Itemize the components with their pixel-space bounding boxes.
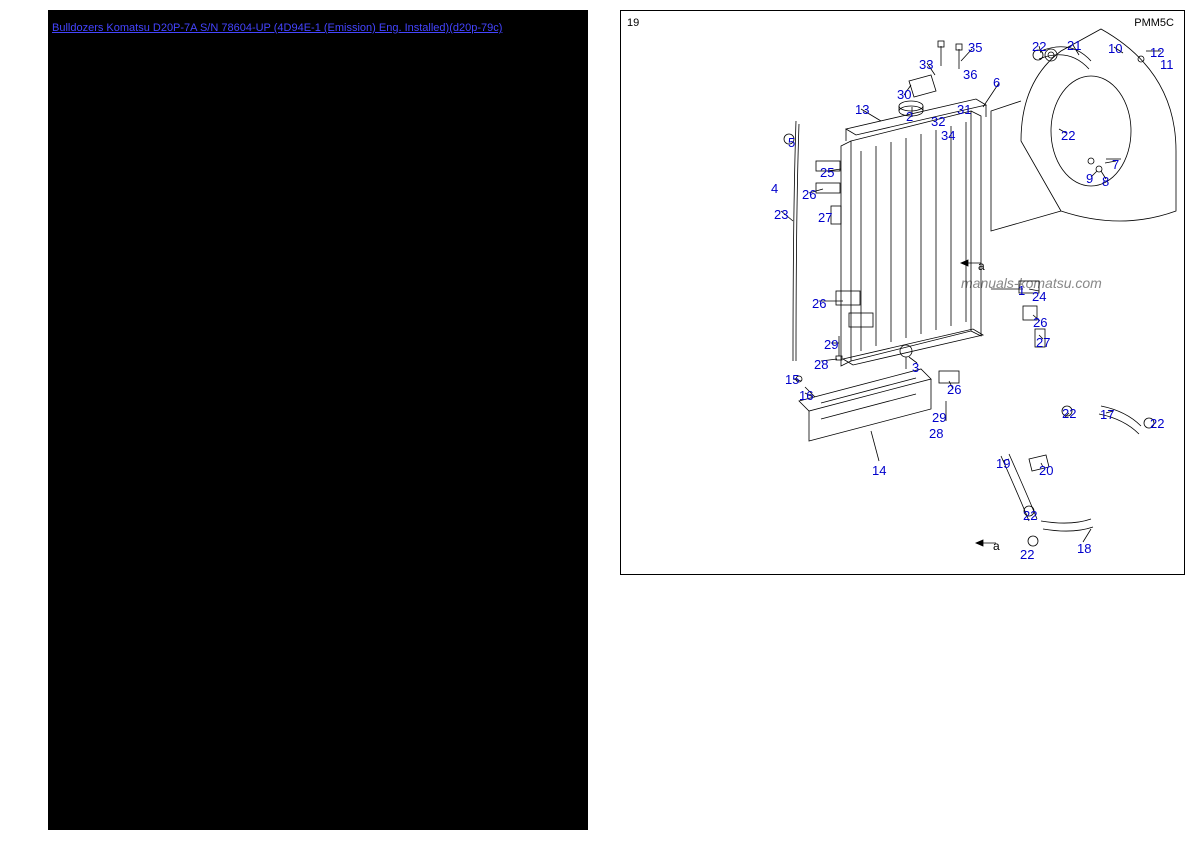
left-panel: Bulldozers Komatsu D20P-7A S/N 78604-UP … — [48, 10, 588, 830]
callout-22: 22 — [1020, 547, 1034, 562]
callout-24: 24 — [1032, 289, 1046, 304]
callout-32: 32 — [931, 114, 945, 129]
callout-15: 15 — [785, 372, 799, 387]
callout-35: 35 — [968, 40, 982, 55]
callout-20: 20 — [1039, 463, 1053, 478]
callout-17: 17 — [1100, 407, 1114, 422]
callout-26: 26 — [812, 296, 826, 311]
callout-31: 31 — [957, 102, 971, 117]
callout-19: 19 — [996, 456, 1010, 471]
callout-26: 26 — [802, 187, 816, 202]
callout-28: 28 — [929, 426, 943, 441]
callout-36: 36 — [963, 67, 977, 82]
callout-33: 33 — [919, 57, 933, 72]
callout-22: 22 — [1023, 508, 1037, 523]
diagram-panel: 19 PMM5C manuals-komatsu.com a a — [620, 10, 1185, 575]
callout-18: 18 — [1077, 541, 1091, 556]
callout-14: 14 — [872, 463, 886, 478]
callout-16: 16 — [799, 388, 813, 403]
callout-22: 22 — [1062, 406, 1076, 421]
callout-10: 10 — [1108, 41, 1122, 56]
callout-5: 5 — [788, 135, 795, 150]
callout-34: 34 — [941, 128, 955, 143]
callout-27: 27 — [1036, 335, 1050, 350]
callout-6: 6 — [993, 75, 1000, 90]
callout-21: 21 — [1067, 38, 1081, 53]
callout-2: 2 — [906, 109, 913, 124]
callout-22: 22 — [1032, 39, 1046, 54]
callout-9: 9 — [1086, 171, 1093, 186]
breadcrumb-link[interactable]: Bulldozers Komatsu D20P-7A S/N 78604-UP … — [52, 22, 502, 34]
callout-29: 29 — [932, 410, 946, 425]
callout-26: 26 — [1033, 315, 1047, 330]
callout-28: 28 — [814, 357, 828, 372]
callout-1: 1 — [1018, 283, 1025, 298]
callout-30: 30 — [897, 87, 911, 102]
callout-22: 22 — [1061, 128, 1075, 143]
callout-11: 11 — [1160, 57, 1174, 72]
callout-4: 4 — [771, 181, 778, 196]
callout-25: 25 — [820, 165, 834, 180]
callout-29: 29 — [824, 337, 838, 352]
callout-27: 27 — [818, 210, 832, 225]
breadcrumb-link-text[interactable]: Bulldozers Komatsu D20P-7A S/N 78604-UP … — [52, 22, 502, 34]
callout-23: 23 — [774, 207, 788, 222]
callout-13: 13 — [855, 102, 869, 117]
callout-7: 7 — [1112, 157, 1119, 172]
callout-26: 26 — [947, 382, 961, 397]
callout-8: 8 — [1102, 174, 1109, 189]
callout-22: 22 — [1150, 416, 1164, 431]
callout-3: 3 — [912, 360, 919, 375]
